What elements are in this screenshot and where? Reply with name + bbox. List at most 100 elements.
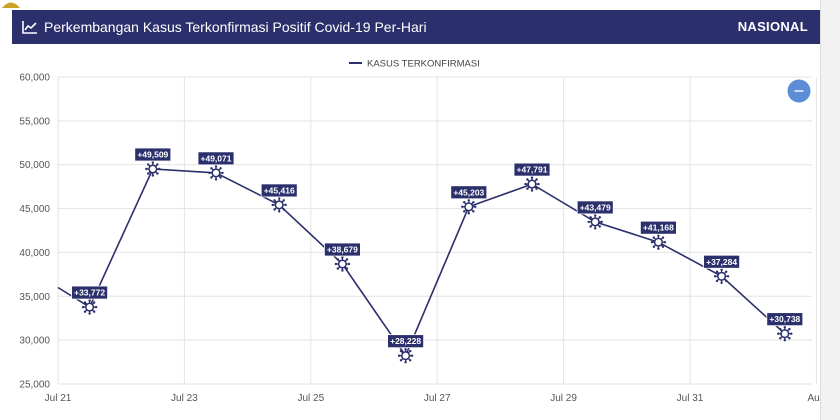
virus-spike-tip — [598, 216, 601, 219]
virus-spike-tip — [530, 189, 534, 192]
virus-marker-icon — [334, 256, 351, 272]
virus-spike-tip — [524, 182, 527, 186]
virus-spike-tip — [284, 203, 287, 207]
virus-spike-tip — [156, 172, 159, 175]
virus-spike-tip — [594, 214, 597, 217]
virus-spike-tip — [208, 171, 211, 175]
virus-marker-icon — [81, 299, 98, 315]
virus-spike-tip — [219, 167, 222, 170]
virus-spike-tip — [336, 258, 339, 261]
virus-spike-tip — [404, 348, 407, 351]
virus-spike-tip — [336, 267, 339, 270]
virus-spike-tip — [93, 310, 96, 313]
virus-marker-icon — [208, 165, 224, 181]
y-tick-label: 45,000 — [19, 204, 50, 215]
data-label-box — [197, 151, 235, 166]
virus-core — [590, 217, 600, 227]
x-tick-label: Jul 23 — [171, 393, 198, 404]
virus-spike-tip — [83, 310, 87, 313]
virus-spike-tip — [726, 275, 730, 278]
y-tick-label: 40,000 — [19, 248, 50, 259]
x-tick-label: Jul 27 — [424, 393, 451, 404]
virus-core — [401, 351, 411, 361]
virus-core — [337, 259, 347, 269]
virus-spike-tip — [472, 210, 475, 213]
virus-spike-tip — [151, 161, 154, 164]
virus-spike-tip — [210, 176, 213, 179]
scope-label: NASIONAL — [737, 19, 808, 34]
virus-spike-tip — [88, 299, 91, 302]
virus-spike-tip — [399, 349, 403, 353]
virus-spike-tip — [661, 236, 665, 239]
virus-spike-tip — [598, 225, 601, 228]
virus-spike-tip — [81, 305, 85, 309]
data-label-box — [323, 242, 361, 257]
virus-spike-tip — [273, 208, 276, 211]
data-label: +41,168 — [640, 220, 677, 235]
virus-spike-tip — [779, 337, 782, 340]
virus-marker-icon — [145, 161, 161, 177]
legend[interactable]: KASUS TERKONFIRMASI — [349, 59, 480, 70]
virus-core — [211, 168, 221, 178]
data-label: +47,791 — [513, 162, 551, 177]
data-label-text: +43,479 — [580, 202, 611, 212]
virus-spike-tip — [783, 339, 786, 342]
virus-marker-icon — [777, 326, 793, 342]
virus-spike-tip — [93, 301, 96, 304]
virus-marker-icon — [397, 348, 414, 364]
virus-spike-tip — [273, 199, 276, 202]
title-wrap: Perkembangan Kasus Terkonfirmasi Positif… — [22, 10, 427, 44]
virus-spike-tip — [594, 227, 597, 230]
virus-spike-tip — [788, 337, 791, 340]
virus-spike-tip — [345, 267, 349, 270]
virus-spike-tip — [589, 225, 592, 228]
x-tick-label: Jul 31 — [677, 393, 704, 404]
series-layer — [57, 168, 786, 358]
data-label-box — [450, 185, 488, 200]
virus-spike-tip — [657, 247, 660, 250]
virus-core — [527, 179, 537, 189]
virus-spike-tip — [788, 327, 791, 331]
virus-spike-tip — [88, 312, 91, 315]
axis-layer: 60,000 55,000 50,000 45,000 40,000 35,000 30,0… — [19, 73, 820, 405]
virus-core — [780, 329, 790, 339]
virus-spike-tip — [409, 349, 412, 353]
virus-spike-tip — [777, 332, 780, 335]
virus-spike-tip — [537, 182, 540, 186]
data-label-box — [387, 334, 425, 349]
virus-marker-icon — [271, 197, 287, 213]
virus-spike-tip — [145, 167, 148, 171]
virus-spike-tip — [526, 178, 529, 181]
data-label-text: +45,203 — [453, 187, 484, 197]
x-tick-label: Aug — [808, 393, 820, 404]
y-tick-label: 30,000 — [19, 336, 50, 347]
virus-spike-tip — [347, 262, 351, 266]
virus-spike-tip — [282, 208, 285, 211]
virus-spike-tip — [282, 199, 285, 202]
virus-spike-tip — [725, 279, 728, 283]
logo-icon — [2, 2, 20, 8]
virus-spike-tip — [663, 241, 667, 244]
virus-spike-tip — [158, 167, 161, 171]
virus-spike-tip — [535, 178, 538, 181]
page-title: Perkembangan Kasus Terkonfirmasi Positif… — [44, 19, 427, 35]
virus-spike-tip — [467, 199, 470, 202]
zoom-button[interactable] — [787, 79, 811, 103]
virus-spike-tip — [399, 359, 403, 362]
side-strip — [820, 0, 840, 420]
data-label-text: +49,071 — [201, 153, 232, 163]
virus-spike-tip — [783, 326, 786, 329]
data-label-text: +47,791 — [517, 165, 548, 175]
data-label: +37,284 — [703, 254, 740, 269]
virus-spike-tip — [219, 176, 222, 179]
data-label: +49,509 — [134, 147, 172, 162]
data-label-box — [766, 312, 804, 327]
data-label-text: +38,679 — [327, 245, 358, 255]
virus-marker-icon — [461, 199, 477, 215]
virus-spike-tip — [725, 270, 728, 273]
virus-core — [148, 164, 158, 174]
virus-spike-tip — [94, 305, 98, 309]
data-label: +45,203 — [450, 185, 488, 200]
data-label: +30,738 — [766, 312, 804, 327]
data-label: +45,416 — [260, 183, 298, 198]
